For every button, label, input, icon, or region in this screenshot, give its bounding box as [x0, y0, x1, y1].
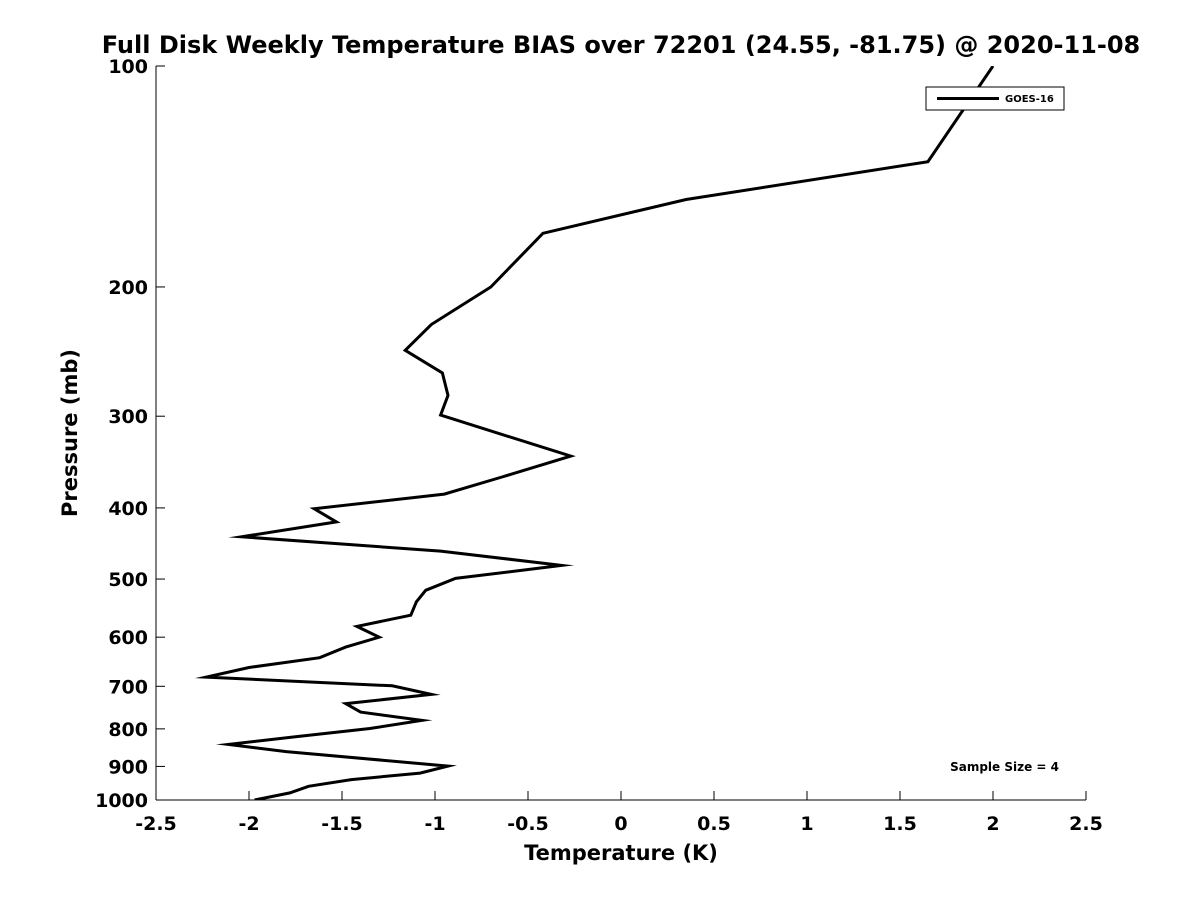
y-tick-label: 300 — [108, 406, 148, 428]
y-ticks: 100 200 300 400 500 600 700 800 900 1000 — [95, 56, 165, 812]
x-tick-label: -1.5 — [321, 813, 363, 835]
legend: GOES-16 — [925, 86, 1065, 111]
x-tick-label: 1.5 — [883, 813, 917, 835]
y-tick-label: 600 — [108, 627, 148, 649]
legend-entry-goes16: GOES-16 — [1005, 94, 1054, 105]
x-tick-label: -0.5 — [507, 813, 549, 835]
y-tick-label: 900 — [108, 756, 148, 778]
series-line-goes-16 — [194, 66, 995, 800]
x-tick-label: 2 — [986, 813, 999, 835]
y-tick-label: 100 — [108, 56, 148, 78]
x-tick-label: -2 — [238, 813, 259, 835]
x-tick-label: 0 — [614, 813, 627, 835]
x-tick-label: 2.5 — [1069, 813, 1103, 835]
y-tick-label: 500 — [108, 569, 148, 591]
x-tick-label: 0.5 — [697, 813, 731, 835]
y-tick-label: 400 — [108, 498, 148, 520]
x-axis-label: Temperature (K) — [524, 841, 718, 865]
y-tick-label: 800 — [108, 719, 148, 741]
sample-size-annotation: Sample Size = 4 — [950, 760, 1059, 774]
x-ticks: -2.5 -2 -1.5 -1 -0.5 0 0.5 1 1.5 2 2.5 — [135, 791, 1103, 835]
x-tick-label: -2.5 — [135, 813, 177, 835]
y-axis-label: Pressure (mb) — [58, 349, 82, 517]
x-tick-label: 1 — [800, 813, 813, 835]
y-tick-label: 1000 — [95, 790, 148, 812]
x-tick-label: -1 — [424, 813, 445, 835]
y-tick-label: 200 — [108, 277, 148, 299]
chart-title: Full Disk Weekly Temperature BIAS over 7… — [102, 31, 1141, 59]
y-tick-label: 700 — [108, 676, 148, 698]
series-layer — [194, 66, 995, 800]
